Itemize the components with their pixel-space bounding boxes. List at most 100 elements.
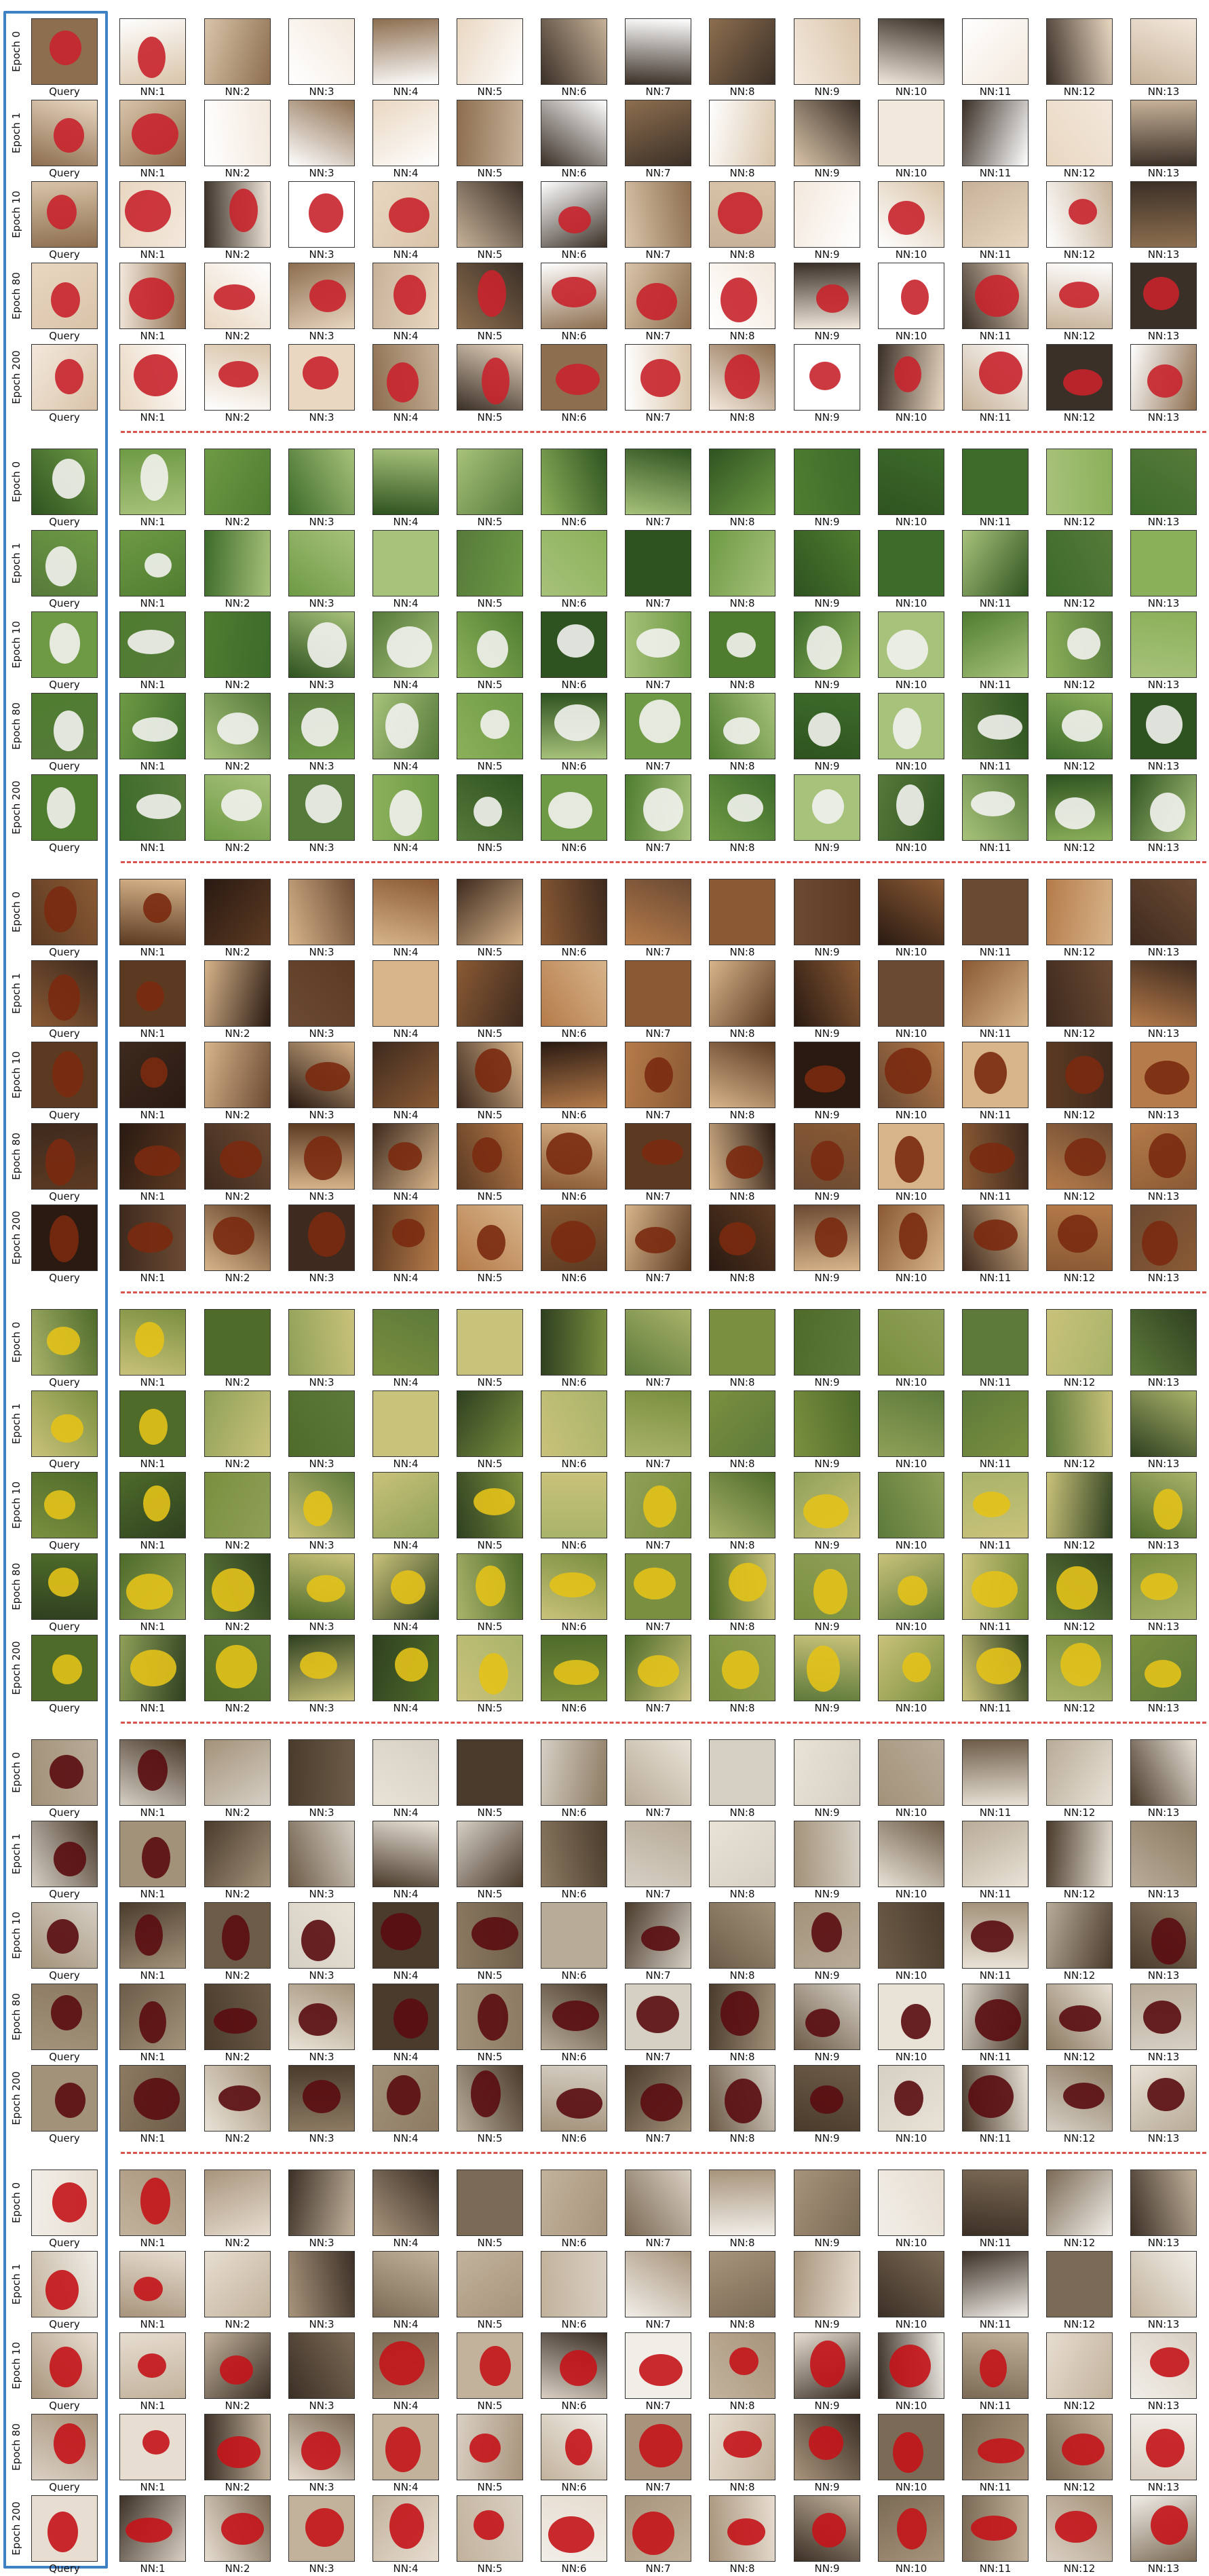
neighbor-caption: NN:8 — [729, 2400, 755, 2412]
neighbor-thumbnail — [541, 100, 607, 166]
neighbor-thumbnail — [541, 1123, 607, 1190]
subject-shape — [1145, 1060, 1190, 1095]
neighbor-thumbnail — [119, 344, 186, 411]
neighbor-caption: NN:8 — [729, 330, 755, 342]
neighbor-caption: NN:13 — [1147, 1458, 1180, 1470]
neighbor-caption: NN:5 — [477, 2132, 503, 2144]
neighbor-thumbnail — [372, 1309, 439, 1376]
neighbor-caption: NN:10 — [895, 1539, 927, 1551]
subject-shape — [392, 1219, 425, 1248]
query-caption: Query — [49, 2237, 80, 2249]
neighbor-thumbnail — [1130, 1553, 1197, 1620]
neighbor-caption: NN:7 — [645, 330, 671, 342]
neighbor-caption: NN:10 — [895, 1272, 927, 1284]
subject-shape — [1058, 1214, 1098, 1253]
neighbor-thumbnail — [625, 1635, 691, 1701]
subject-shape — [809, 361, 841, 390]
neighbor-caption: NN:7 — [645, 2318, 671, 2330]
neighbor-caption: NN:8 — [729, 1376, 755, 1388]
neighbor-caption: NN:13 — [1147, 1376, 1180, 1388]
neighbor-thumbnail — [794, 1902, 860, 1969]
subject-shape — [214, 2008, 258, 2034]
subject-shape — [1151, 1917, 1187, 1965]
subject-shape — [387, 626, 433, 668]
group-separator — [121, 431, 1206, 433]
subject-shape — [220, 789, 262, 821]
neighbor-caption: NN:12 — [1063, 330, 1096, 342]
neighbor-caption: NN:13 — [1147, 2562, 1180, 2575]
neighbor-thumbnail — [962, 181, 1029, 248]
neighbor-caption: NN:8 — [729, 1027, 755, 1040]
subject-shape — [1064, 1056, 1104, 1095]
subject-shape — [640, 2083, 683, 2121]
neighbor-caption: NN:13 — [1147, 411, 1180, 423]
neighbor-thumbnail — [288, 1309, 355, 1376]
neighbor-caption: NN:5 — [477, 167, 503, 179]
neighbor-caption: NN:12 — [1063, 1109, 1096, 1121]
neighbor-caption: NN:13 — [1147, 760, 1180, 772]
epoch-row-label: Epoch 1 — [10, 1403, 22, 1445]
neighbor-caption: NN:7 — [645, 1458, 671, 1470]
subject-shape — [142, 1837, 171, 1879]
subject-shape — [1069, 198, 1098, 225]
neighbor-caption: NN:6 — [561, 248, 587, 261]
subject-shape — [54, 359, 83, 395]
neighbor-caption: NN:13 — [1147, 946, 1180, 958]
subject-shape — [636, 1996, 679, 2034]
neighbor-thumbnail — [541, 611, 607, 678]
neighbor-caption: NN:1 — [140, 1806, 166, 1819]
subject-shape — [811, 1912, 842, 1952]
subject-shape — [135, 1321, 164, 1357]
epoch-row-label: Epoch 80 — [10, 1563, 22, 1610]
neighbor-caption: NN:11 — [979, 760, 1012, 772]
neighbor-caption: NN:4 — [393, 2132, 419, 2144]
neighbor-caption: NN:7 — [645, 760, 671, 772]
epoch-row-label: Epoch 80 — [10, 272, 22, 320]
neighbor-thumbnail — [288, 100, 355, 166]
neighbor-caption: NN:10 — [895, 597, 927, 609]
neighbor-thumbnail — [709, 960, 775, 1027]
subject-shape — [638, 2423, 683, 2467]
neighbor-thumbnail — [372, 2170, 439, 2236]
neighbor-thumbnail — [709, 1821, 775, 1887]
neighbor-caption: NN:10 — [895, 2400, 927, 2412]
neighbor-caption: NN:3 — [309, 679, 334, 691]
subject-shape — [564, 2428, 592, 2465]
neighbor-thumbnail — [962, 344, 1029, 411]
neighbor-caption: NN:2 — [225, 1272, 250, 1284]
neighbor-caption: NN:4 — [393, 1806, 419, 1819]
subject-shape — [1145, 1660, 1182, 1688]
subject-shape — [216, 2436, 261, 2468]
neighbor-caption: NN:6 — [561, 946, 587, 958]
neighbor-caption: NN:3 — [309, 1969, 334, 1982]
neighbor-caption: NN:11 — [979, 2132, 1012, 2144]
neighbor-caption: NN:3 — [309, 86, 334, 98]
query-thumbnail — [31, 1821, 98, 1887]
query-caption: Query — [49, 1969, 80, 1982]
neighbor-caption: NN:2 — [225, 2051, 250, 2063]
neighbor-thumbnail — [119, 263, 186, 329]
neighbor-thumbnail — [372, 2495, 439, 2562]
neighbor-thumbnail — [1130, 530, 1197, 596]
neighbor-thumbnail — [119, 2065, 186, 2132]
epoch-row-label: Epoch 200 — [10, 1211, 22, 1265]
subject-shape — [133, 2078, 180, 2121]
neighbor-thumbnail — [1046, 1739, 1113, 1806]
subject-shape — [54, 117, 85, 153]
neighbor-thumbnail — [878, 181, 944, 248]
neighbor-thumbnail — [709, 530, 775, 596]
subject-shape — [1150, 792, 1186, 832]
neighbor-caption: NN:11 — [979, 1806, 1012, 1819]
neighbor-thumbnail — [1130, 693, 1197, 759]
subject-shape — [809, 2085, 843, 2114]
subject-shape — [54, 2423, 86, 2465]
neighbor-thumbnail — [372, 18, 439, 85]
neighbor-caption: NN:2 — [225, 516, 250, 528]
neighbor-thumbnail — [794, 100, 860, 166]
neighbor-thumbnail — [1046, 2065, 1113, 2132]
subject-shape — [49, 30, 81, 65]
neighbor-caption: NN:9 — [814, 2237, 840, 2249]
neighbor-caption: NN:2 — [225, 946, 250, 958]
neighbor-caption: NN:6 — [561, 167, 587, 179]
neighbor-thumbnail — [204, 18, 271, 85]
